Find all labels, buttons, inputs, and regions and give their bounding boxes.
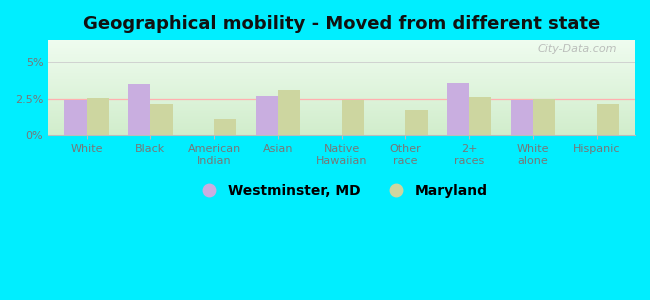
Bar [469,97,491,135]
Title: Geographical mobility - Moved from different state: Geographical mobility - Moved from diffe… [83,15,600,33]
Bar [406,110,428,135]
Bar [447,82,469,135]
Bar [278,90,300,135]
Bar [342,100,364,135]
Text: City-Data.com: City-Data.com [538,44,617,54]
Bar [86,98,109,135]
Bar [533,99,555,135]
Bar [597,104,619,135]
Bar [255,96,278,135]
Bar [214,119,237,135]
Bar [150,104,173,135]
Bar [64,100,86,135]
Legend: Westminster, MD, Maryland: Westminster, MD, Maryland [190,178,494,203]
Bar [511,100,533,135]
Bar [128,84,150,135]
